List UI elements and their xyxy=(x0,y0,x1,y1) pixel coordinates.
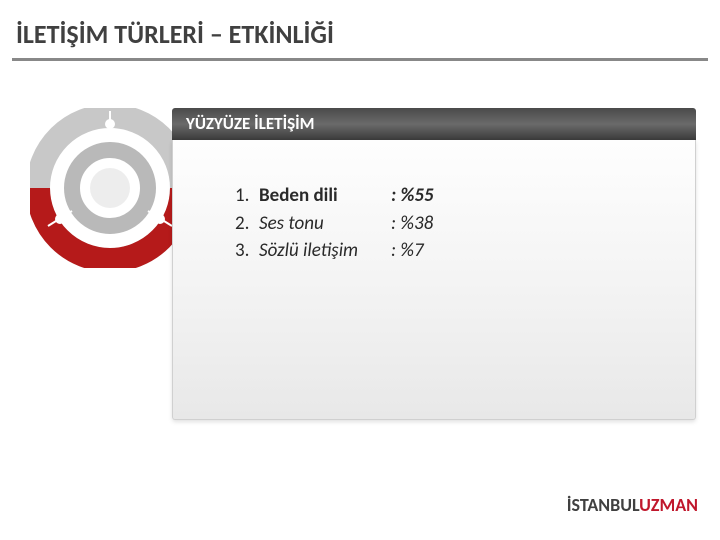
panel-list: 1.Beden dili: %552.Ses tonu: %383.Sözlü … xyxy=(235,182,434,265)
list-item-value: : %55 xyxy=(391,182,434,210)
list-item-label: Beden dili xyxy=(259,182,391,210)
ring-chart xyxy=(30,108,190,268)
panel-header: YÜZYÜZE İLETİŞİM xyxy=(172,108,696,140)
slide-title: İLETİŞİM TÜRLERİ – ETKİNLİĞİ xyxy=(16,18,334,50)
list-item-label: Ses tonu xyxy=(259,210,391,238)
list-item-value: : %38 xyxy=(391,210,433,238)
list-item-number: 3. xyxy=(235,237,259,265)
list-item-number: 2. xyxy=(235,210,259,238)
list-item-label: Sözlü iletişim xyxy=(259,237,391,265)
list-item-value: : %7 xyxy=(391,237,424,265)
ring-center xyxy=(90,168,130,208)
brand-part1: İSTANBUL xyxy=(567,494,639,516)
footer-brand: İSTANBULUZMAN xyxy=(567,494,698,516)
list-item-number: 1. xyxy=(235,182,259,210)
list-item: 1.Beden dili: %55 xyxy=(235,182,434,210)
panel-body: 1.Beden dili: %552.Ses tonu: %383.Sözlü … xyxy=(172,140,696,420)
brand-part2: UZMAN xyxy=(639,494,698,516)
title-rule xyxy=(12,58,708,61)
list-item: 2.Ses tonu: %38 xyxy=(235,210,434,238)
list-item: 3.Sözlü iletişim: %7 xyxy=(235,237,434,265)
